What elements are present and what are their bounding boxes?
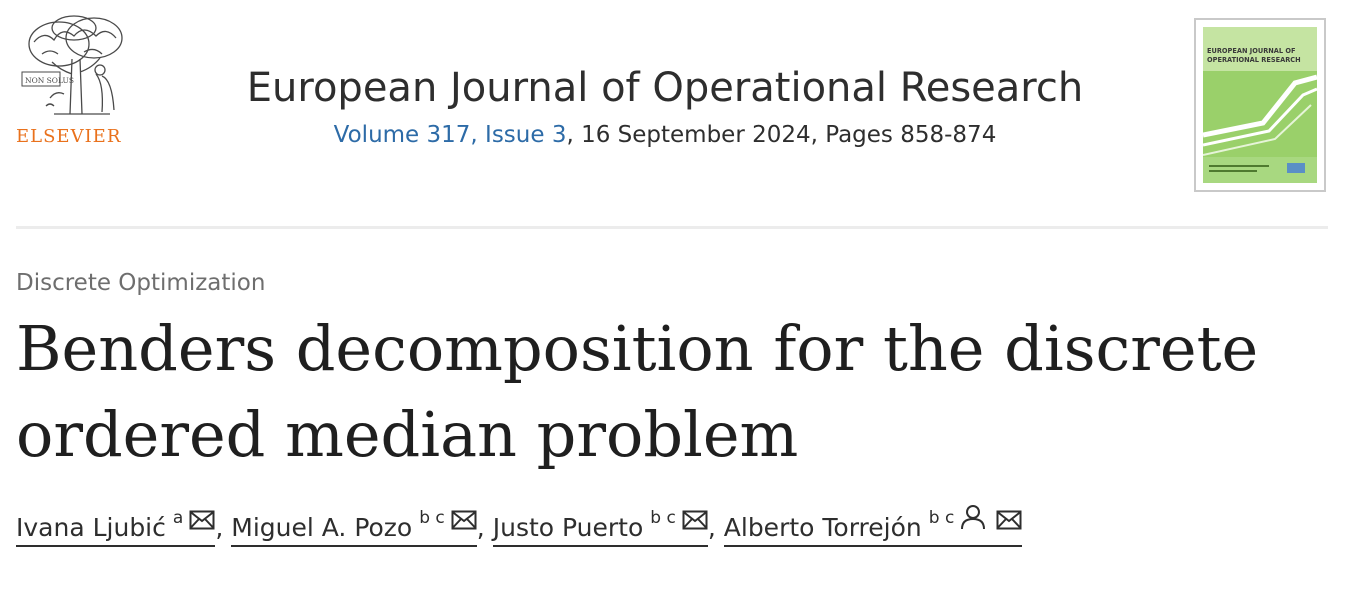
author-name: Alberto Torrejón [723, 513, 922, 542]
cover-image: EUROPEAN JOURNAL OF OPERATIONAL RESEARCH [1203, 27, 1317, 183]
issue-line: Volume 317, Issue 3, 16 September 2024, … [180, 122, 1150, 148]
mail-icon [189, 507, 215, 536]
article-section: Discrete Optimization [16, 270, 266, 296]
author-link[interactable]: Justo Puerto b c [492, 508, 708, 547]
author-name: Justo Puerto [492, 513, 644, 542]
cover-title-line2: OPERATIONAL RESEARCH [1207, 56, 1301, 64]
mail-icon [996, 507, 1022, 536]
person-icon [960, 504, 986, 536]
mail-icon [682, 507, 708, 536]
issue-link[interactable]: Volume 317, Issue 3 [333, 122, 567, 148]
journal-info: European Journal of Operational Research… [180, 64, 1150, 148]
author-name: Miguel A. Pozo [231, 513, 413, 542]
author-name: Ivana Ljubić [16, 513, 166, 542]
cover-title-line1: EUROPEAN JOURNAL OF [1207, 47, 1296, 55]
author-affiliations: b c [419, 508, 445, 528]
cover-artwork: EUROPEAN JOURNAL OF OPERATIONAL RESEARCH [1203, 27, 1317, 183]
article-title-line2: ordered median problem [16, 398, 799, 471]
author-affiliations: b c [650, 508, 676, 528]
journal-title-link[interactable]: European Journal of Operational Research [246, 65, 1084, 111]
logo-motto: NON SOLUS [25, 76, 74, 85]
author-link[interactable]: Miguel A. Pozo b c [231, 508, 477, 547]
author-affiliations: b c [928, 508, 955, 528]
author-separator: , [707, 513, 716, 542]
elsevier-tree-icon: NON SOLUS [21, 15, 123, 115]
journal-cover-thumbnail[interactable]: EUROPEAN JOURNAL OF OPERATIONAL RESEARCH [1194, 18, 1326, 192]
header-divider [16, 226, 1328, 229]
author-link[interactable]: Ivana Ljubić a [16, 508, 216, 547]
article-title: Benders decomposition for the discrete o… [16, 306, 1316, 478]
issue-date-pages: , 16 September 2024, Pages 858-874 [566, 122, 997, 148]
author-affiliations: a [172, 508, 184, 528]
mail-icon [451, 507, 477, 536]
journal-header: NON SOLUS ELSEVIER European Journal of O… [0, 0, 1350, 230]
author-list: Ivana Ljubić a , Miguel A. Pozo b c , Ju… [16, 505, 1023, 547]
author-separator: , [476, 513, 485, 542]
article-title-line1: Benders decomposition for the discrete [16, 312, 1259, 385]
author-separator: , [215, 513, 224, 542]
publisher-name: ELSEVIER [16, 126, 122, 147]
author-link[interactable]: Alberto Torrejón b c [723, 505, 1023, 547]
elsevier-logo-link[interactable]: NON SOLUS [14, 14, 134, 154]
